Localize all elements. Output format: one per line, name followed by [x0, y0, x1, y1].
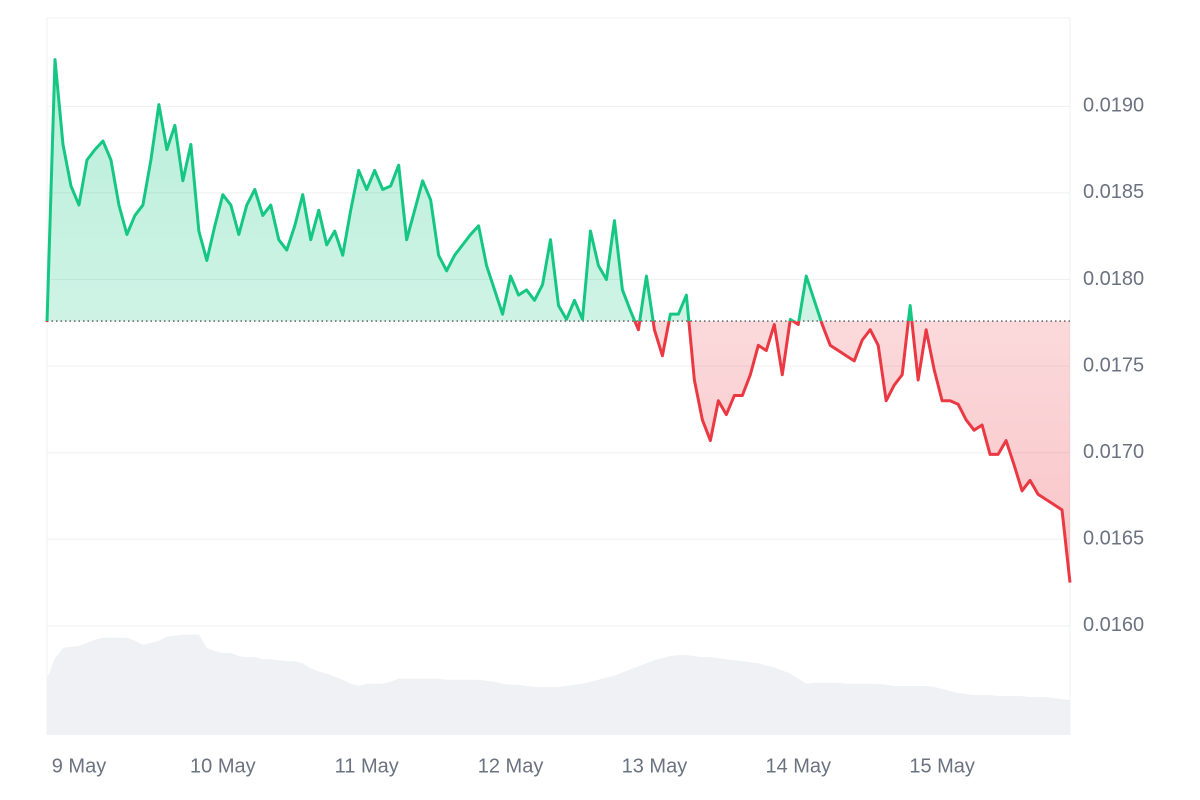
price-line-down — [45, 321, 1072, 583]
y-tick-label: 0.0175 — [1083, 354, 1144, 376]
area-above — [47, 59, 912, 322]
y-tick-label: 0.0190 — [1083, 95, 1144, 117]
x-tick-label: 14 May — [765, 755, 831, 777]
y-tick-label: 0.0180 — [1083, 268, 1144, 290]
x-tick-label: 9 May — [52, 755, 106, 777]
y-tick-label: 0.0165 — [1083, 528, 1144, 550]
x-tick-label: 10 May — [190, 755, 256, 777]
price-line-up — [45, 58, 914, 322]
y-tick-label: 0.0185 — [1083, 181, 1144, 203]
y-tick-label: 0.0170 — [1083, 441, 1144, 463]
x-tick-label: 13 May — [622, 755, 688, 777]
x-tick-label: 11 May — [335, 755, 399, 777]
area-below — [47, 321, 1070, 583]
x-tick-label: 15 May — [909, 755, 975, 777]
volume-area — [47, 634, 1070, 735]
x-tick-label: 12 May — [478, 755, 544, 777]
y-tick-label: 0.0160 — [1083, 614, 1144, 636]
